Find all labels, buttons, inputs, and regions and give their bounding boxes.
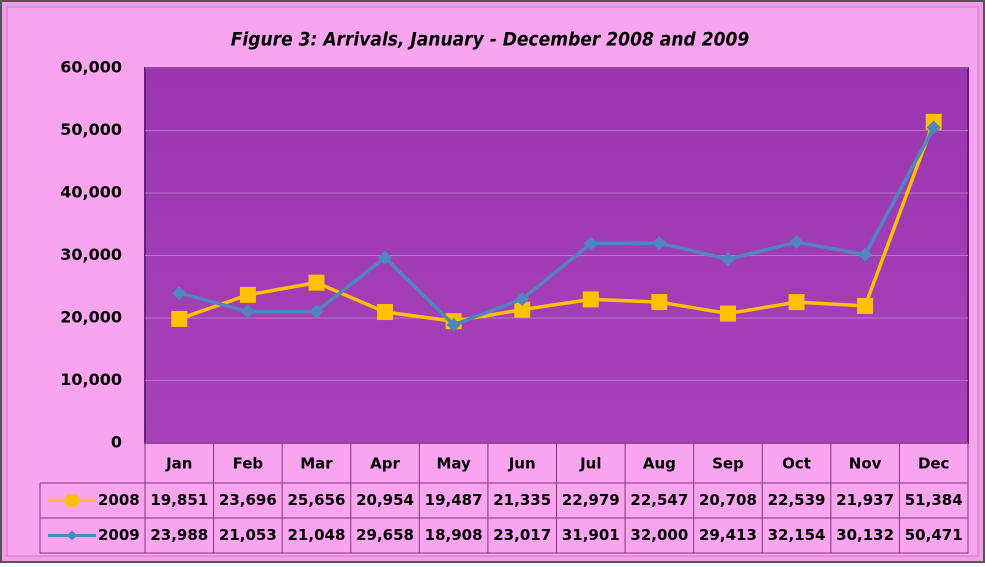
marker xyxy=(926,120,941,135)
table-value: 29,658 xyxy=(356,526,414,544)
marker xyxy=(308,274,325,291)
table-value: 23,017 xyxy=(493,526,551,544)
x-tick-label: Dec xyxy=(918,455,950,473)
x-tick-label: Jun xyxy=(508,455,536,473)
table-value: 31,901 xyxy=(562,526,620,544)
marker xyxy=(377,304,394,321)
table-value: 19,487 xyxy=(425,491,483,509)
series-line xyxy=(178,121,936,323)
table-value: 23,696 xyxy=(219,491,277,509)
y-tick-label: 40,000 xyxy=(60,183,122,202)
legend-marker xyxy=(67,530,77,541)
marker xyxy=(582,291,599,308)
x-tick-label: Sep xyxy=(712,455,744,473)
y-tick-label: 50,000 xyxy=(60,120,122,139)
marker xyxy=(309,304,324,319)
marker xyxy=(171,310,188,327)
series-line xyxy=(178,126,936,327)
table-value: 21,053 xyxy=(219,526,277,544)
legend-label: 2009 xyxy=(98,526,140,544)
table-value: 21,937 xyxy=(836,491,894,509)
marker xyxy=(378,250,393,265)
marker xyxy=(857,297,874,314)
marker xyxy=(788,294,805,311)
table-value: 25,656 xyxy=(288,491,346,509)
x-tick-label: May xyxy=(436,455,471,473)
table-value: 32,000 xyxy=(630,526,688,544)
legend-label: 2008 xyxy=(98,491,140,509)
x-tick-label: Apr xyxy=(370,455,400,473)
y-tick-label: 10,000 xyxy=(60,370,122,389)
table-value: 51,384 xyxy=(905,491,963,509)
y-tick-label: 60,000 xyxy=(60,58,122,77)
marker xyxy=(240,304,255,319)
x-tick-label: Jul xyxy=(579,455,601,473)
x-tick-label: Nov xyxy=(849,455,882,473)
marker xyxy=(446,317,461,332)
x-tick-label: Mar xyxy=(300,455,333,473)
marker xyxy=(515,292,530,307)
table-value: 29,413 xyxy=(699,526,757,544)
x-tick-label: Oct xyxy=(782,455,811,473)
table-value: 20,708 xyxy=(699,491,757,509)
marker xyxy=(789,235,804,250)
x-tick-label: Aug xyxy=(643,455,676,473)
x-tick-label: Jan xyxy=(165,455,192,473)
table-value: 21,335 xyxy=(493,491,551,509)
y-tick-label: 30,000 xyxy=(60,245,122,264)
marker xyxy=(651,294,668,311)
table-value: 22,539 xyxy=(768,491,826,509)
table-value: 20,954 xyxy=(356,491,414,509)
marker xyxy=(652,236,667,250)
table-value: 32,154 xyxy=(768,526,826,544)
chart-title: Figure 3: Arrivals, January - December 2… xyxy=(231,29,750,51)
table-value: 22,979 xyxy=(562,491,620,509)
marker xyxy=(239,286,256,303)
marker xyxy=(172,286,187,301)
marker xyxy=(514,301,531,318)
table-value: 22,547 xyxy=(630,491,688,509)
table-value: 21,048 xyxy=(288,526,346,544)
legend-marker xyxy=(66,494,78,507)
marker xyxy=(858,247,873,262)
y-tick-label: 0 xyxy=(111,433,122,452)
table-value: 18,908 xyxy=(425,526,483,544)
marker xyxy=(719,305,736,322)
table-value: 23,988 xyxy=(150,526,208,544)
marker xyxy=(583,236,598,251)
marker xyxy=(720,252,735,267)
x-tick-label: Feb xyxy=(233,455,264,473)
table-value: 50,471 xyxy=(905,526,963,544)
y-tick-label: 20,000 xyxy=(60,308,122,327)
table-value: 30,132 xyxy=(836,526,894,544)
table-value: 19,851 xyxy=(150,491,208,509)
